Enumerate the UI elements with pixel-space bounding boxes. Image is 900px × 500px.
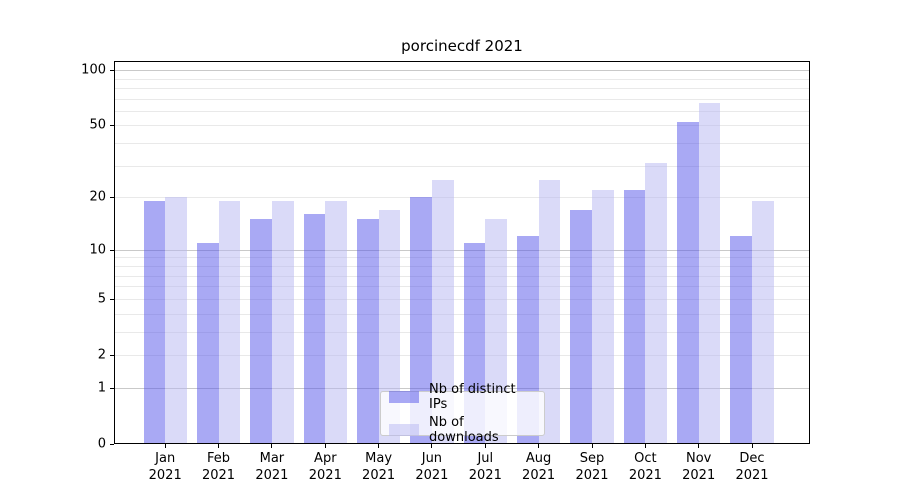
bar-downloads-jun [431, 180, 454, 444]
x-tick-label-aug: Aug 2021 [522, 451, 556, 483]
legend-item-downloads: Nb of downloads [389, 415, 536, 445]
gridline-minor [114, 331, 810, 333]
gridline-minor [114, 87, 810, 89]
gridline-major [114, 249, 810, 251]
plot-area [114, 61, 810, 444]
x-tick-label-mar: Mar 2021 [255, 451, 289, 483]
bar-downloads-aug [538, 180, 561, 444]
y-tick-label: 20 [89, 189, 106, 205]
bar-downloads-jul [485, 219, 507, 444]
bar-downloads-jan [165, 197, 187, 444]
x-tick-label-jun: Jun 2021 [415, 451, 449, 483]
bar-downloads-nov [698, 103, 721, 444]
gridline-minor [114, 275, 810, 277]
bar-distinct-ips-dec [730, 236, 753, 444]
x-tick-mark [271, 444, 273, 448]
x-tick-label-nov: Nov 2021 [682, 451, 716, 483]
bar-downloads-sep [592, 189, 614, 444]
x-tick-mark [431, 444, 433, 448]
bar-downloads-dec [752, 201, 774, 444]
gridline-minor [114, 355, 810, 356]
x-tick-mark [484, 444, 486, 448]
x-tick-label-oct: Oct 2021 [628, 451, 662, 483]
x-tick-mark [698, 444, 700, 448]
bar-distinct-ips-nov [677, 122, 699, 444]
y-tick-mark [110, 355, 114, 356]
x-tick-label-jul: Jul 2021 [468, 451, 502, 483]
x-tick-mark [218, 444, 219, 448]
x-tick-mark [591, 444, 593, 448]
y-tick-label: 50 [89, 117, 106, 133]
gridline-minor [114, 125, 810, 127]
y-tick-label: 2 [97, 347, 106, 363]
y-tick-mark [110, 125, 114, 127]
y-tick-mark [110, 298, 114, 300]
y-tick-mark [110, 444, 114, 445]
bar-distinct-ips-oct [623, 189, 646, 444]
gridline-minor [114, 98, 810, 100]
x-tick-label-may: May 2021 [362, 451, 396, 483]
bar-distinct-ips-mar [250, 219, 272, 444]
y-tick-mark [110, 70, 114, 71]
y-tick-label: 10 [89, 242, 106, 258]
legend-swatch-downloads [389, 424, 419, 436]
bar-downloads-may [378, 209, 401, 444]
gridline-minor [114, 313, 810, 315]
chart-title: porcinecdf 2021 [401, 37, 523, 55]
bar-distinct-ips-jun [410, 197, 432, 444]
y-tick-label: 0 [97, 436, 106, 452]
x-tick-label-jan: Jan 2021 [148, 451, 182, 483]
legend-label-distinct-ips: Nb of distinct IPs [429, 382, 516, 412]
y-tick-label: 5 [97, 291, 106, 307]
y-tick-label: 100 [81, 62, 106, 78]
gridline-minor [114, 257, 810, 259]
gridline-minor [114, 298, 810, 300]
legend-item-distinct-ips: Nb of distinct IPs [389, 382, 536, 412]
bar-distinct-ips-jan [143, 201, 166, 444]
bar-downloads-oct [645, 163, 668, 444]
bar-downloads-mar [271, 201, 294, 444]
x-tick-mark [751, 444, 753, 448]
gridline-minor [114, 286, 810, 288]
bar-downloads-feb [218, 201, 241, 444]
y-tick-mark [110, 387, 114, 389]
bar-downloads-apr [325, 201, 347, 444]
legend-swatch-distinct-ips [389, 391, 419, 403]
gridline-minor [114, 143, 810, 145]
gridline-minor [114, 165, 810, 167]
x-tick-label-sep: Sep 2021 [575, 451, 609, 483]
gridline-minor [114, 265, 810, 267]
y-tick-mark [110, 197, 114, 199]
gridline-minor [114, 110, 810, 112]
legend: Nb of distinct IPs Nb of downloads [380, 382, 545, 445]
x-tick-mark [644, 444, 646, 448]
gridline-minor [114, 197, 810, 199]
bar-distinct-ips-may [356, 219, 379, 444]
y-tick-mark [110, 249, 114, 251]
gridline-major [114, 387, 810, 389]
x-tick-label-apr: Apr 2021 [308, 451, 342, 483]
gridline-major [114, 70, 810, 71]
bar-distinct-ips-apr [303, 214, 326, 444]
y-tick-label: 1 [97, 380, 106, 396]
x-tick-mark [538, 444, 540, 448]
legend-label-downloads: Nb of downloads [429, 415, 499, 445]
bar-distinct-ips-sep [570, 209, 592, 444]
bar-distinct-ips-feb [196, 242, 219, 444]
x-tick-label-dec: Dec 2021 [735, 451, 769, 483]
x-tick-label-feb: Feb 2021 [201, 451, 236, 483]
x-tick-mark [164, 444, 166, 448]
x-tick-mark [324, 444, 326, 448]
gridline-minor [114, 78, 810, 80]
x-tick-mark [378, 444, 380, 448]
